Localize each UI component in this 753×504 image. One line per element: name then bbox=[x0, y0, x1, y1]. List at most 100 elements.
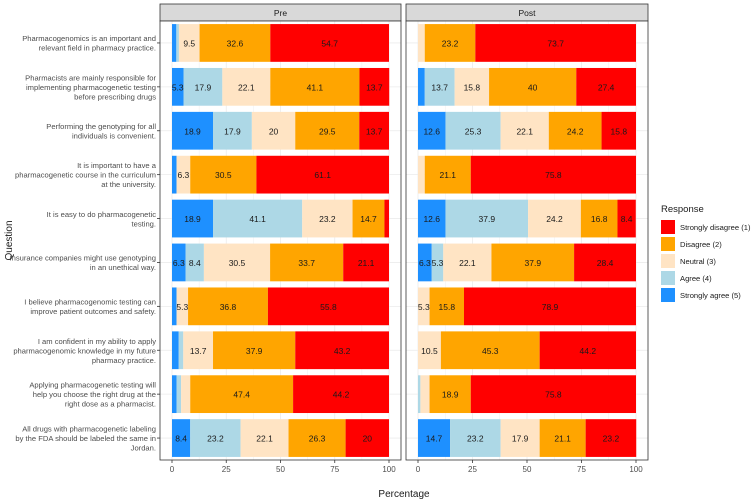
bar-segment bbox=[267, 287, 389, 326]
data-label: 32.6 bbox=[227, 38, 244, 48]
bar-segment bbox=[431, 243, 444, 282]
data-label: 24.2 bbox=[567, 126, 584, 136]
bar-segment bbox=[302, 199, 353, 238]
data-label: 15.8 bbox=[439, 302, 456, 312]
data-label: 8.4 bbox=[175, 434, 187, 444]
bar-segment bbox=[178, 24, 200, 62]
data-label: 30.5 bbox=[215, 170, 232, 180]
bar-segment bbox=[429, 287, 464, 326]
question-label: individuals is convenient. bbox=[72, 132, 156, 141]
question-label: It is important to have a bbox=[77, 161, 157, 170]
legend-label: Agree (4) bbox=[680, 274, 712, 283]
data-label: 6.3 bbox=[419, 258, 431, 268]
bar-segment bbox=[213, 199, 303, 238]
data-label: 14.7 bbox=[360, 214, 377, 224]
bar-segment bbox=[418, 111, 446, 150]
data-label: 13.7 bbox=[190, 346, 207, 356]
bar-segment bbox=[172, 243, 186, 282]
x-tick-label: 50 bbox=[276, 465, 285, 474]
bar-segment bbox=[539, 419, 586, 457]
bar-segment bbox=[548, 111, 602, 150]
bar-segment bbox=[172, 331, 179, 370]
panel-strip-label-pre: Pre bbox=[274, 8, 288, 18]
bar-segment bbox=[418, 375, 421, 414]
question-label: implementing pharmacogenetic testing bbox=[26, 83, 156, 92]
data-label: 78.9 bbox=[542, 302, 559, 312]
bar-segment bbox=[500, 419, 540, 457]
bar-segment bbox=[213, 331, 296, 370]
question-label: I believe pharmacogenomic testing can bbox=[24, 298, 156, 307]
bar-segment bbox=[429, 375, 471, 414]
bar-segment bbox=[295, 331, 389, 370]
data-label: 12.6 bbox=[423, 126, 440, 136]
data-label: 41.1 bbox=[307, 82, 324, 92]
bar-segment bbox=[176, 375, 182, 414]
data-label: 5.3 bbox=[176, 302, 188, 312]
bar-segment bbox=[270, 243, 344, 282]
bar-segment bbox=[489, 67, 577, 106]
y-axis-title: Question bbox=[4, 220, 15, 260]
bar-segment bbox=[528, 199, 581, 238]
bar-segment bbox=[270, 67, 360, 106]
data-label: 54.7 bbox=[321, 38, 338, 48]
panel-strip-label-post: Post bbox=[518, 8, 536, 18]
bar-segment bbox=[352, 199, 385, 238]
data-label: 44.2 bbox=[580, 346, 597, 356]
bar-segment bbox=[176, 155, 191, 194]
question-label: Applying pharmacogenetic testing will bbox=[29, 381, 156, 390]
data-label: 23.2 bbox=[207, 434, 224, 444]
bar-segment bbox=[359, 67, 390, 106]
data-label: 5.3 bbox=[432, 258, 444, 268]
data-label: 22.1 bbox=[238, 82, 255, 92]
question-label: Pharmacists are mainly responsible for bbox=[25, 73, 156, 82]
bar-segment bbox=[213, 111, 252, 150]
data-label: 5.3 bbox=[418, 302, 430, 312]
question-label: pharmacy practice. bbox=[92, 356, 156, 365]
data-label: 43.2 bbox=[334, 346, 351, 356]
data-label: 36.8 bbox=[220, 302, 237, 312]
data-label: 55.8 bbox=[320, 302, 337, 312]
bar-segment bbox=[176, 287, 189, 326]
data-label: 33.7 bbox=[298, 258, 315, 268]
bar-segment bbox=[418, 243, 432, 282]
bar-segment bbox=[445, 199, 529, 238]
bar-segment bbox=[172, 199, 214, 238]
bar-segment bbox=[470, 155, 636, 194]
bar-segment bbox=[470, 375, 636, 414]
data-label: 30.5 bbox=[229, 258, 246, 268]
question-label: in an unethical way. bbox=[90, 263, 156, 272]
bar-segment bbox=[172, 111, 214, 150]
question-label: testing. bbox=[132, 219, 156, 228]
legend: Response Strongly disagree (1) Disagree (2… bbox=[661, 204, 751, 302]
bar-segment bbox=[475, 24, 636, 62]
bar-segment bbox=[463, 287, 636, 326]
bar-segment bbox=[288, 419, 346, 457]
bar-segment bbox=[172, 375, 177, 414]
data-label: 28.4 bbox=[597, 258, 614, 268]
x-tick-label: 0 bbox=[416, 465, 421, 474]
bar-segment bbox=[190, 375, 294, 414]
data-label: 45.3 bbox=[482, 346, 499, 356]
bar-segment bbox=[450, 419, 501, 457]
bar-segment bbox=[270, 24, 389, 62]
bar-segment bbox=[539, 331, 636, 370]
data-label: 40 bbox=[528, 82, 538, 92]
bar-segment bbox=[185, 243, 204, 282]
data-label: 16.8 bbox=[591, 214, 608, 224]
bar-segment bbox=[181, 375, 191, 414]
bar-segment bbox=[172, 287, 177, 326]
bar-segment bbox=[424, 67, 455, 106]
data-label: 41.1 bbox=[249, 214, 266, 224]
bar-segment bbox=[617, 199, 636, 238]
data-label: 24.2 bbox=[546, 214, 563, 224]
question-label: pharmacogenetic course in the curriculum bbox=[15, 171, 156, 180]
legend-label: Disagree (2) bbox=[680, 240, 722, 249]
bar-segment bbox=[172, 24, 177, 62]
bar-segment bbox=[601, 111, 636, 150]
bar-segment bbox=[256, 155, 389, 194]
x-axis-title: Percentage bbox=[378, 489, 430, 500]
data-label: 17.9 bbox=[195, 82, 212, 92]
x-tick-label: 75 bbox=[330, 465, 339, 474]
data-label: 21.1 bbox=[358, 258, 375, 268]
